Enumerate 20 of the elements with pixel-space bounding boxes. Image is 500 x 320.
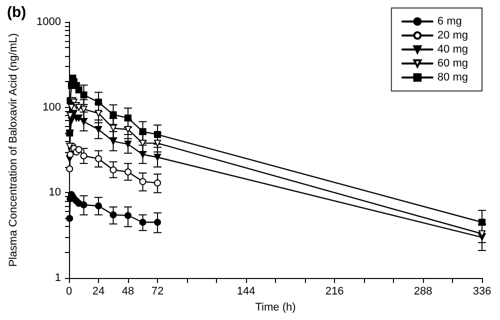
legend-label: 40 mg bbox=[437, 44, 468, 56]
y-tick-label: 100 bbox=[42, 101, 61, 114]
x-tick-label: 216 bbox=[325, 286, 344, 298]
legend-label: 60 mg bbox=[437, 58, 468, 70]
x-axis-title: Time (h) bbox=[255, 301, 296, 314]
y-tick-label: 1000 bbox=[36, 16, 61, 28]
x-tick-label: 0 bbox=[66, 286, 72, 298]
chart-title: (b) bbox=[7, 4, 26, 21]
x-tick-label: 24 bbox=[92, 286, 105, 298]
x-tick-label: 336 bbox=[472, 286, 492, 298]
y-tick-label: 10 bbox=[48, 186, 61, 199]
x-tick-label: 288 bbox=[414, 286, 432, 298]
y-axis-title: Plasma Concentration of Baloxavir Acid (ng/mL) bbox=[8, 33, 20, 267]
legend-label: 80 mg bbox=[437, 72, 468, 84]
legend-label: 6 mg bbox=[437, 16, 462, 28]
x-tick-label: 144 bbox=[236, 286, 256, 298]
legend-label: 20 mg bbox=[437, 30, 468, 42]
x-tick-label: 72 bbox=[151, 286, 164, 298]
y-tick-label: 1 bbox=[54, 272, 61, 284]
x-tick-label: 48 bbox=[122, 286, 134, 298]
